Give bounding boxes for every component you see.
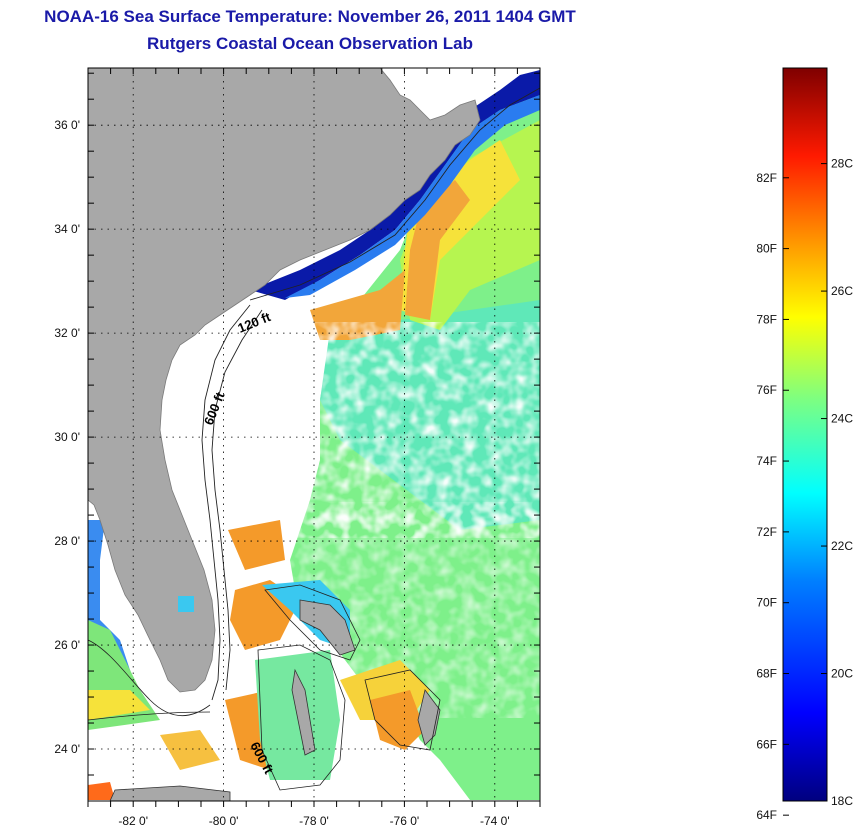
warm-patch	[228, 520, 285, 570]
contour-bahama-bank	[264, 584, 361, 661]
contour-120ft	[249, 87, 540, 301]
lon-tick-label: -76 0'	[390, 814, 420, 828]
colorbar-c-label: 28C	[831, 157, 853, 171]
contour-gulf	[88, 639, 211, 717]
lon-tick-label: -80 0'	[209, 814, 239, 828]
colorbar-f-label: 80F	[756, 242, 777, 256]
lake-okeechobee	[178, 596, 194, 612]
colorbar-c-label: 24C	[831, 412, 853, 426]
map-subtitle: Rutgers Coastal Ocean Observation Lab	[147, 34, 473, 53]
colorbar-c-label: 18C	[831, 794, 853, 808]
colorbar-f-label: 78F	[756, 312, 777, 326]
warm-patch	[160, 730, 220, 770]
lat-tick-label: 34 0'	[54, 222, 80, 236]
gulf-stream-warm-plume	[310, 270, 405, 340]
gulf-yellow-water	[88, 690, 150, 720]
land-us-east-coast	[88, 68, 481, 693]
colorbar	[782, 67, 828, 802]
colorbar-c-label: 20C	[831, 667, 853, 681]
island-andros	[291, 668, 316, 756]
warm-patch	[370, 690, 425, 750]
contour-bahama-bank	[257, 644, 346, 791]
lon-tick-label: -82 0'	[118, 814, 148, 828]
lat-tick-label: 36 0'	[54, 118, 80, 132]
land-cuba	[109, 785, 231, 801]
lon-tick-label: -78 0'	[299, 814, 329, 828]
lat-tick-label: 24 0'	[54, 742, 80, 756]
colorbar-f-label: 64F	[756, 808, 777, 822]
colorbar-c-label: 22C	[831, 539, 853, 553]
axis-ticks: 36 0' 34 0' 32 0' 30 0' 28 0' 26 0' 24 0' -82 0…	[54, 68, 541, 828]
colorbar-f-label: 68F	[756, 667, 777, 681]
colorbar-ticks: 64F 66F 68F 70F 72F 74F 76F 78F 80F 82F 18C 20C 22C 2…	[756, 157, 853, 823]
lon-tick-label: -74 0'	[480, 814, 510, 828]
lat-tick-label: 32 0'	[54, 326, 80, 340]
island	[417, 689, 441, 746]
contour-gulf	[88, 711, 211, 721]
lat-tick-label: 26 0'	[54, 638, 80, 652]
colorbar-f-label: 66F	[756, 737, 777, 751]
colorbar-f-label: 72F	[756, 525, 777, 539]
map-title: NOAA-16 Sea Surface Temperature: Novembe…	[44, 7, 576, 26]
warm-patch	[88, 782, 115, 800]
contour-600ft	[201, 304, 251, 701]
colorbar-f-label: 82F	[756, 171, 777, 185]
colorbar-f-label: 70F	[756, 596, 777, 610]
cool-shelf-water	[285, 95, 540, 298]
island-abaco	[299, 599, 356, 656]
contour-inner	[211, 309, 263, 691]
contour-bahama-bank	[364, 669, 441, 751]
colorbar-c-label: 26C	[831, 284, 853, 298]
colorbar-f-label: 74F	[756, 454, 777, 468]
lat-tick-label: 30 0'	[54, 430, 80, 444]
colorbar-f-label: 76F	[756, 383, 777, 397]
lat-tick-label: 28 0'	[54, 534, 80, 548]
